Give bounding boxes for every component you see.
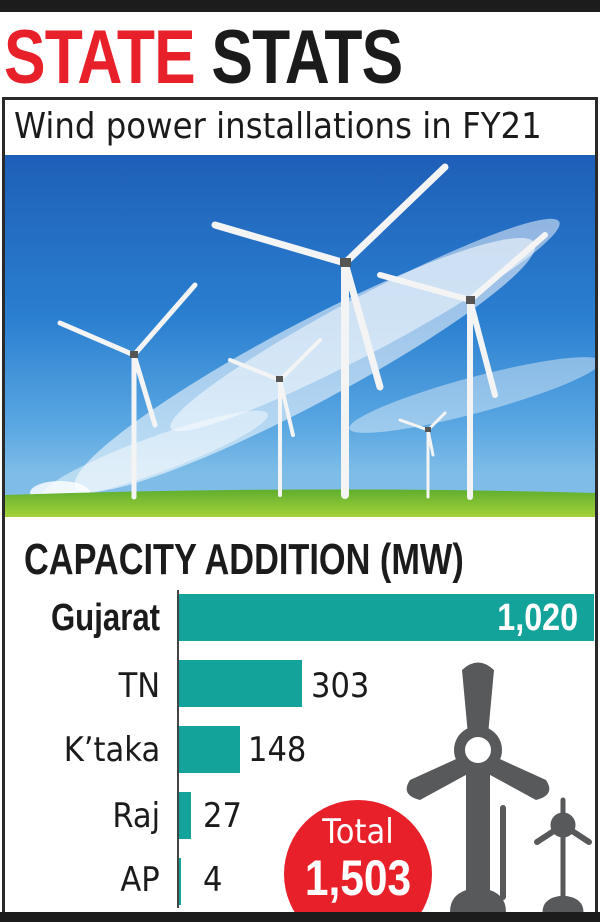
row-label-raj: Raj (112, 796, 160, 836)
row-label-ap: AP (120, 860, 160, 900)
row-label-gujarat: Gujarat (50, 597, 160, 639)
content-frame (2, 97, 598, 919)
bar-ap (179, 858, 181, 905)
total-value: 1,503 (304, 850, 412, 906)
bar-raj (179, 792, 191, 839)
total-label: Total (322, 812, 394, 852)
headline-state: STATE (4, 15, 196, 100)
wind-turbines-photo (5, 155, 595, 517)
value-raj: 27 (203, 796, 242, 836)
row-label-ktaka: K’taka (63, 730, 160, 770)
value-ktaka: 148 (248, 730, 307, 770)
subtitle: Wind power installations in FY21 (14, 106, 542, 147)
chart-axis (177, 590, 179, 908)
windmill-icon (380, 650, 600, 913)
value-tn: 303 (311, 666, 370, 706)
top-border (0, 0, 600, 12)
value-gujarat: 1,020 (497, 597, 578, 639)
bar-tn (179, 660, 302, 707)
value-ap: 4 (203, 860, 223, 900)
chart-title: CAPACITY ADDITION (MW) (24, 535, 464, 584)
bar-gujarat (179, 594, 594, 641)
turbines-illustration (5, 163, 595, 517)
total-badge: Total 1,503 (284, 800, 432, 922)
headline-stats: STATS (211, 15, 403, 100)
bar-ktaka (179, 726, 240, 773)
row-label-tn: TN (118, 666, 160, 706)
bottom-border (0, 912, 600, 922)
headline: STATE STATS (4, 15, 403, 100)
